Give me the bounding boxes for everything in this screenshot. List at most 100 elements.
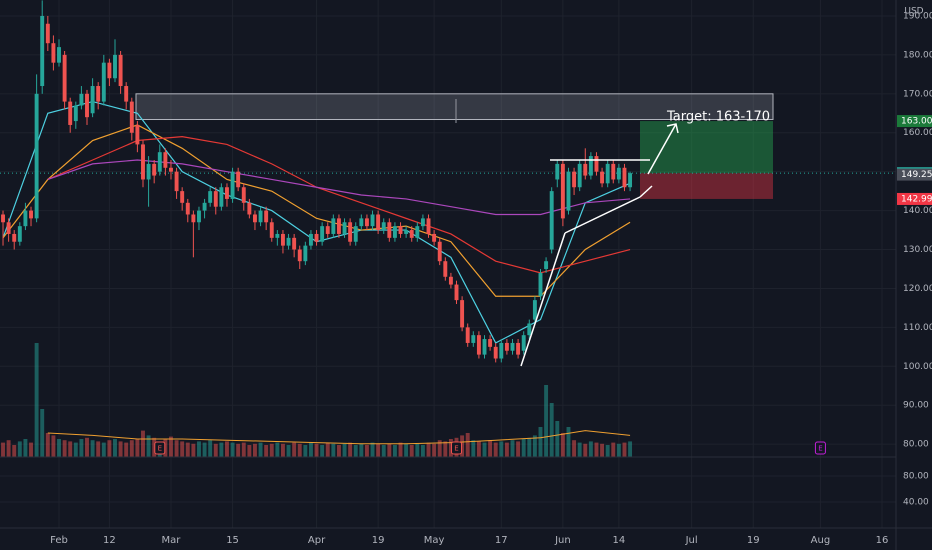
candle-body xyxy=(118,54,123,87)
volume-bar xyxy=(488,440,493,457)
candle-body xyxy=(577,163,582,188)
candle-body xyxy=(79,93,84,106)
candle-body xyxy=(359,218,364,227)
candle-body xyxy=(202,202,207,211)
y-tick-label: 100.00 xyxy=(903,362,932,372)
candle-body xyxy=(353,226,358,242)
candle-body xyxy=(23,210,28,227)
y-tick-label: 80.00 xyxy=(903,472,929,482)
volume-bar xyxy=(253,443,257,457)
candle-body xyxy=(594,156,599,172)
stop-box xyxy=(640,173,773,199)
volume-bar xyxy=(331,443,336,457)
volume-bar xyxy=(572,440,577,457)
volume-bar xyxy=(213,443,218,457)
volume-bar xyxy=(219,442,224,457)
volume-bar xyxy=(163,439,168,457)
volume-bar xyxy=(398,442,403,457)
annotation: Target: 163-170 xyxy=(666,110,770,125)
volume-bar xyxy=(415,443,420,457)
candle-body xyxy=(404,230,409,234)
candle-body xyxy=(297,249,302,262)
candle-body xyxy=(437,241,442,262)
candle-body xyxy=(6,222,11,234)
candle-body xyxy=(236,171,241,188)
candle-body xyxy=(476,335,481,355)
volume-bar xyxy=(197,441,201,457)
candle-body xyxy=(68,101,73,125)
candle-body xyxy=(208,191,213,203)
candle-body xyxy=(331,218,336,234)
volume-bar xyxy=(448,439,453,457)
candle-body xyxy=(113,54,117,79)
volume-bar xyxy=(174,440,179,457)
earnings-marker xyxy=(451,441,463,455)
x-tick-label: May xyxy=(424,535,445,546)
target-box xyxy=(640,121,773,174)
candle-body xyxy=(499,342,504,359)
candle-body xyxy=(213,191,218,207)
x-tick-label: 17 xyxy=(495,535,508,546)
volume-bar xyxy=(202,442,207,457)
candle-body xyxy=(185,202,190,215)
trend-line xyxy=(520,232,566,367)
x-tick-label: Jun xyxy=(554,535,571,546)
candle-body xyxy=(628,173,633,188)
earnings-label: E xyxy=(158,445,162,453)
volume-bar xyxy=(269,443,274,457)
candle-body xyxy=(51,43,56,63)
candle-body xyxy=(426,218,431,234)
candle-body xyxy=(96,86,101,102)
volume-bar xyxy=(79,439,84,457)
candle-body xyxy=(12,233,17,242)
candle-body xyxy=(622,167,627,188)
candle-body xyxy=(241,187,246,203)
volume-bar xyxy=(577,442,582,457)
y-tick-label: 110.00 xyxy=(903,323,932,333)
volume-bar xyxy=(465,433,470,457)
volume-bar xyxy=(12,445,17,457)
volume-bar xyxy=(381,445,386,457)
candle-body xyxy=(516,342,521,355)
price-label: 149.25 xyxy=(901,170,932,180)
moving-average xyxy=(2,124,631,297)
volume-bar xyxy=(107,440,112,457)
candle-body xyxy=(482,339,487,355)
volume-bar xyxy=(280,443,285,457)
y-tick-label: 180.00 xyxy=(903,50,932,60)
candle-body xyxy=(398,226,403,234)
volume-bar xyxy=(141,430,145,457)
candle-body xyxy=(460,300,465,328)
x-tick-label: Apr xyxy=(308,535,326,546)
candle-body xyxy=(600,171,605,184)
x-tick-label: 19 xyxy=(747,535,760,546)
volume-bar xyxy=(85,437,89,457)
candle-body xyxy=(448,276,453,285)
volume-bar xyxy=(191,443,196,457)
volume-bar xyxy=(180,441,185,457)
candle-body xyxy=(465,327,470,343)
candle-body xyxy=(532,300,537,320)
volume-bar xyxy=(348,442,353,457)
candle-body xyxy=(141,144,145,180)
volume-bar xyxy=(616,443,621,457)
volume-bar xyxy=(45,433,50,457)
candle-body xyxy=(124,86,129,102)
price-label-box xyxy=(897,168,932,181)
y-tick-label: 120.00 xyxy=(903,284,932,294)
volume-bar xyxy=(426,442,431,457)
volume-bar xyxy=(538,427,543,457)
candle-body xyxy=(135,124,140,145)
volume-bar xyxy=(527,437,532,457)
volume-bar xyxy=(516,441,521,457)
volume-bar xyxy=(521,439,526,457)
volume-bar xyxy=(308,442,313,457)
candle-body xyxy=(191,214,196,223)
y-tick-label: 130.00 xyxy=(903,245,932,255)
volume-ma xyxy=(47,430,631,445)
axes: Feb 12 Mar 15 Apr 19 May 17 Jun 14 Jul 19 Aug 16 190.0… xyxy=(50,11,932,546)
volume-bar xyxy=(336,445,341,457)
x-tick-label: Mar xyxy=(162,535,182,546)
volume-bar xyxy=(292,442,297,457)
